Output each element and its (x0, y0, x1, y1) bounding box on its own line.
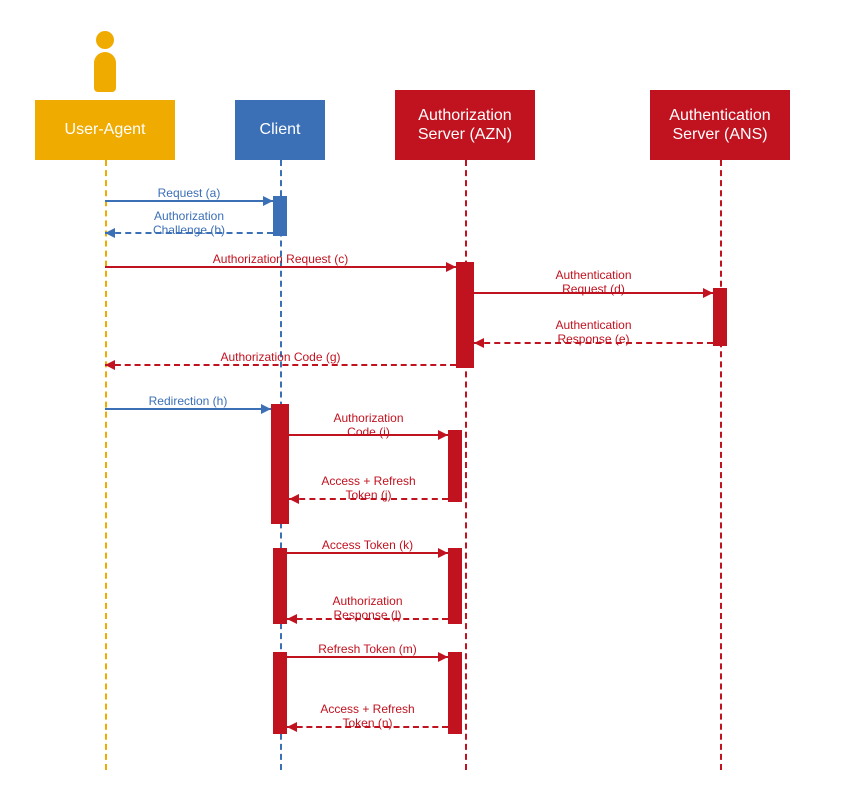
participant-client: Client (235, 100, 325, 160)
label-k: Access Token (k) (287, 539, 448, 553)
label-m: Refresh Token (m) (287, 643, 448, 657)
lifeline-user_agent (105, 160, 107, 770)
label-l: Authorization Response (l) (287, 595, 448, 623)
activation-client_h (271, 404, 289, 524)
lifeline-ans (720, 160, 722, 770)
sequence-diagram: User-Agent Client Authorization Server (AZ… (0, 0, 850, 804)
activation-azn_k (448, 548, 462, 624)
label-n: Access + Refresh Token (n) (287, 703, 448, 731)
label-c: Authorization Request (c) (105, 253, 456, 267)
participant-user_agent: User-Agent (35, 100, 175, 160)
activation-azn_c (456, 262, 474, 368)
activation-client_k (273, 548, 287, 624)
activation-azn_m (448, 652, 462, 734)
label-h: Redirection (h) (105, 395, 271, 409)
label-e: Authentication Response (e) (474, 319, 713, 347)
activation-client_a (273, 196, 287, 236)
label-d: Authentication Request (d) (474, 269, 713, 297)
participant-azn: Authorization Server (AZN) (395, 90, 535, 160)
actor-body (94, 52, 116, 92)
activation-azn_i (448, 430, 462, 502)
label-a: Request (a) (105, 187, 273, 201)
label-i: Authorization Code (i) (289, 412, 448, 440)
label-g: Authorization Code (g) (105, 351, 456, 365)
activation-client_m (273, 652, 287, 734)
participant-ans: Authentication Server (ANS) (650, 90, 790, 160)
lifeline-azn (465, 160, 467, 770)
label-b: Authorization Challenge (b) (105, 210, 273, 238)
activation-ans_d (713, 288, 727, 346)
label-j: Access + Refresh Token (j) (289, 475, 448, 503)
actor-head (96, 31, 114, 49)
